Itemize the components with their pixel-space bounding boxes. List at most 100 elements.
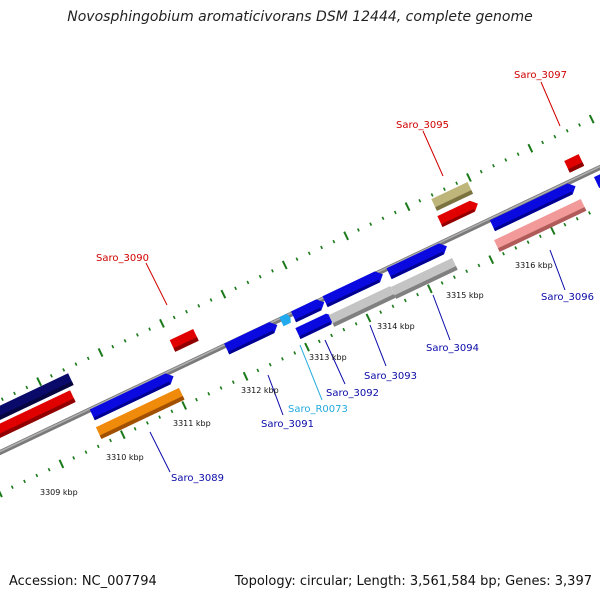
inner-tick-track	[0, 211, 591, 498]
tick-mark	[320, 245, 324, 250]
gene-label-saro-3095: Saro_3095	[396, 120, 449, 131]
tick-mark	[541, 140, 545, 145]
tick-mark	[549, 225, 556, 235]
tick-mark	[207, 392, 211, 396]
tick-mark	[527, 143, 534, 153]
tick-mark	[304, 342, 310, 352]
feature-saro-3093-gray[interactable]	[328, 285, 396, 327]
tick-mark	[234, 286, 238, 291]
tick-mark	[256, 368, 260, 373]
tick-mark	[246, 280, 250, 285]
feature-saro-3093-blue[interactable]	[322, 269, 386, 308]
kbp-label-3314: 3314 kbp	[377, 322, 415, 331]
tick-mark	[96, 444, 100, 449]
genome-summary-text: Topology: circular; Length: 3,561,584 bp…	[234, 574, 592, 589]
tick-mark	[148, 327, 152, 331]
accession-text: Accession: NC_007794	[9, 574, 157, 589]
tick-mark	[86, 356, 90, 361]
feature-saro-3096-pink[interactable]	[494, 198, 587, 252]
tick-mark	[10, 485, 14, 489]
kbp-label-3309: 3309 kbp	[40, 488, 78, 497]
tick-mark	[578, 123, 581, 127]
tick-mark	[330, 333, 334, 338]
tick-mark	[219, 386, 223, 390]
tick-mark	[492, 163, 495, 168]
tick-mark	[258, 274, 262, 279]
tick-mark	[307, 251, 311, 256]
features	[0, 154, 600, 441]
feature-right-edge-blue[interactable]	[594, 172, 600, 188]
tick-mark	[268, 362, 272, 367]
tick-mark	[195, 397, 198, 402]
kbp-label-3313: 3313 kbp	[309, 353, 347, 362]
tick-mark	[197, 304, 201, 308]
feature-saro-3095-red[interactable]	[437, 198, 480, 227]
tick-mark	[356, 228, 360, 232]
tick-mark	[426, 284, 433, 294]
tick-mark	[504, 158, 508, 162]
tick-mark	[379, 310, 383, 314]
tick-mark	[440, 281, 444, 285]
feature-navy-left[interactable]	[0, 373, 74, 424]
tick-mark	[381, 216, 385, 221]
tick-mark	[477, 263, 481, 268]
kbp-label-3312: 3312 kbp	[241, 386, 279, 395]
feature-saro-3092-blue-upper[interactable]	[290, 297, 327, 323]
tick-mark	[369, 222, 373, 226]
tick-mark	[231, 380, 235, 384]
feature-saro-3094-gray[interactable]	[390, 257, 458, 299]
tick-mark	[72, 456, 76, 460]
tick-mark	[354, 322, 358, 326]
feature-saro-r0073-cyan[interactable]	[279, 313, 292, 327]
tick-mark	[133, 427, 137, 431]
gene-labels: Saro_3097 Saro_3095 Saro_3090 Saro_3096 …	[96, 70, 594, 484]
feature-saro-3094-blue[interactable]	[386, 241, 450, 280]
tick-mark	[455, 181, 459, 186]
gene-label-saro-3091: Saro_3091	[261, 419, 314, 430]
tick-mark	[502, 251, 505, 256]
feature-red-left[interactable]	[0, 390, 76, 441]
tick-mark	[575, 216, 579, 221]
tick-mark	[514, 246, 518, 250]
tick-mark	[13, 391, 16, 396]
tick-mark	[526, 240, 530, 244]
kbp-label-3316: 3316 kbp	[515, 261, 553, 270]
feature-saro-3090-red[interactable]	[169, 329, 199, 352]
feature-saro-3097-red[interactable]	[564, 154, 585, 173]
tick-mark	[588, 211, 591, 215]
tick-mark	[119, 430, 126, 440]
gene-label-saro-3093: Saro_3093	[364, 371, 417, 382]
tick-mark	[271, 269, 274, 273]
feature-saro-3096-blue[interactable]	[489, 181, 578, 232]
kbp-labels: 3309 kbp 3310 kbp 3311 kbp 3312 kbp 3313…	[40, 261, 553, 497]
feature-saro-3089-blue[interactable]	[89, 371, 176, 421]
tick-mark	[58, 459, 65, 469]
tick-mark	[159, 318, 165, 328]
feature-saro-3089-orange[interactable]	[95, 387, 185, 440]
tick-mark	[281, 357, 284, 361]
tick-mark	[209, 298, 213, 302]
tick-mark	[293, 351, 297, 355]
tick-mark	[393, 210, 397, 215]
tick-mark	[588, 114, 595, 124]
tick-mark	[553, 134, 557, 139]
tick-mark	[430, 193, 434, 197]
tick-mark	[452, 275, 456, 279]
tick-mark	[391, 304, 395, 309]
tick-mark	[332, 239, 336, 244]
feature-saro-3091-blue[interactable]	[224, 320, 280, 355]
tick-mark	[158, 415, 162, 419]
tick-mark	[418, 199, 422, 203]
tick-mark	[172, 315, 176, 320]
feature-saro-3092-blue-lower[interactable]	[295, 311, 336, 339]
tick-mark	[404, 202, 411, 212]
tick-mark	[23, 479, 26, 484]
tick-mark	[465, 269, 469, 274]
tick-mark	[242, 371, 249, 381]
tick-mark	[185, 309, 188, 314]
tick-mark	[84, 450, 88, 454]
tick-mark	[281, 260, 288, 270]
callout-lines	[145, 81, 566, 473]
feature-saro-3095-olive[interactable]	[431, 182, 474, 211]
gene-label-saro-3097: Saro_3097	[514, 70, 567, 81]
